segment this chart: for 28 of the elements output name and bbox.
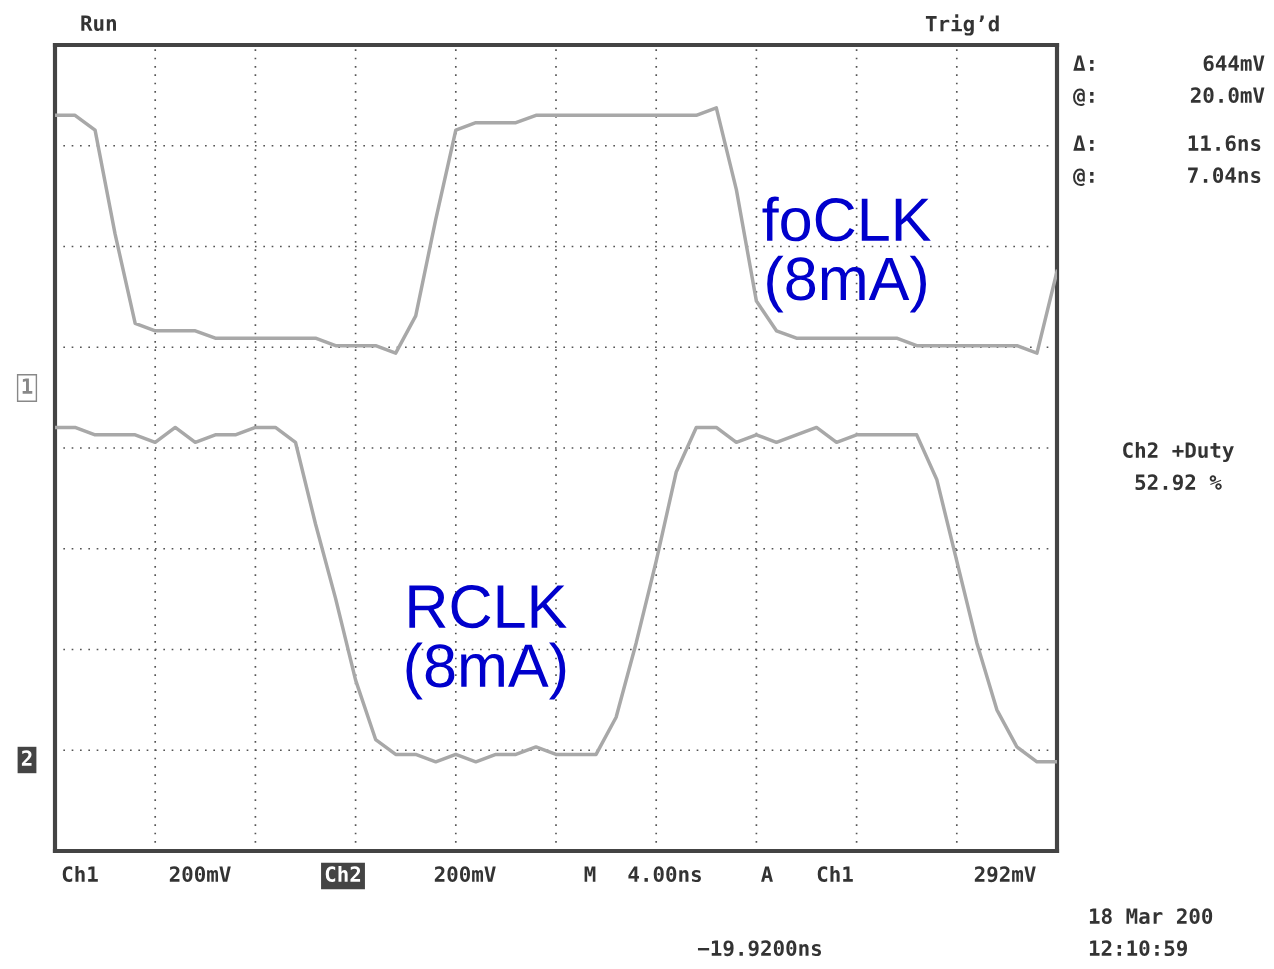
text: Ch1 bbox=[817, 865, 853, 883]
text: 4.00ns bbox=[628, 866, 701, 883]
text: Δ: bbox=[1073, 135, 1094, 151]
text: Δ: bbox=[1073, 55, 1094, 71]
series-label: foCLK (8mA) bbox=[762, 196, 931, 313]
text: 11.6ns bbox=[1188, 135, 1261, 152]
text: 52.92 % bbox=[1135, 474, 1222, 491]
text: M bbox=[584, 866, 596, 882]
text: @: bbox=[1073, 88, 1094, 106]
text: 200mV bbox=[169, 866, 231, 883]
text: 12:10:59 bbox=[1089, 940, 1188, 957]
text: Run bbox=[81, 15, 116, 32]
text: 1 bbox=[22, 378, 33, 394]
text: Ch2 bbox=[325, 865, 361, 883]
text: −19.9200ns bbox=[697, 940, 822, 957]
text: Ch1 bbox=[62, 865, 98, 883]
text: Trig’d bbox=[925, 14, 999, 36]
text: 292mV bbox=[974, 866, 1036, 883]
text: 644mV bbox=[1203, 55, 1265, 72]
text: 20.0mV bbox=[1190, 87, 1265, 104]
text: Ch2 +Duty bbox=[1123, 441, 1234, 463]
text: A bbox=[761, 866, 773, 882]
text: 2 bbox=[21, 750, 32, 766]
text: @: bbox=[1073, 168, 1094, 186]
text: 7.04ns bbox=[1188, 167, 1261, 184]
text: 200mV bbox=[434, 866, 496, 883]
text: 18 Mar 200 bbox=[1089, 908, 1213, 925]
series-label: RCLK (8mA) bbox=[406, 584, 567, 700]
